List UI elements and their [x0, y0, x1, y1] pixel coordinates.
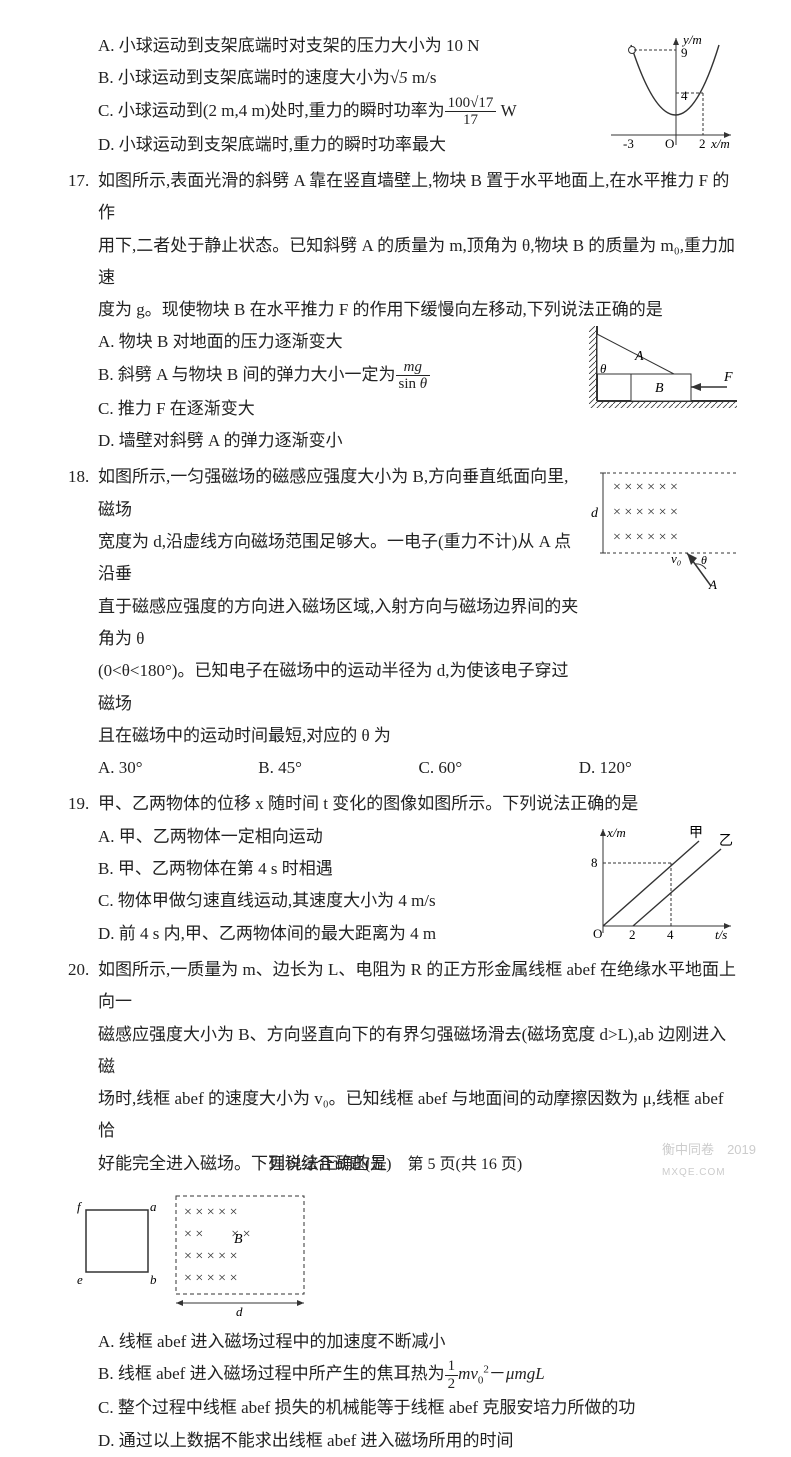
svg-text:t/s: t/s: [715, 927, 727, 941]
q17-figure: A B θ F: [589, 326, 739, 408]
svg-text:x/m: x/m: [710, 136, 730, 151]
q16-block: A. 小球运动到支架底端时对支架的压力大小为 10 N B. 小球运动到支架底端…: [68, 30, 739, 161]
svg-text:× × × × × ×: × × × × × ×: [613, 505, 678, 520]
q19-B: B. 甲、乙两物体在第 4 s 时相遇: [98, 853, 571, 885]
svg-text:× × × × ×: × × × × ×: [184, 1271, 237, 1286]
q18-num: 18.: [68, 461, 98, 493]
svg-text:O: O: [593, 926, 602, 941]
q17-block: 17.如图所示,表面光滑的斜劈 A 靠在竖直墙壁上,物块 B 置于水平地面上,在…: [68, 165, 739, 457]
svg-text:O: O: [665, 136, 674, 151]
svg-text:B: B: [234, 1232, 243, 1247]
svg-text:b: b: [150, 1272, 157, 1287]
svg-text:2: 2: [699, 136, 706, 151]
q19-A: A. 甲、乙两物体一定相向运动: [98, 821, 571, 853]
q19-D: D. 前 4 s 内,甲、乙两物体间的最大距离为 4 m: [98, 918, 571, 950]
q19-block: 19.甲、乙两物体的位移 x 随时间 t 变化的图像如图所示。下列说法正确的是 …: [68, 788, 739, 949]
q20-block: 20.如图所示,一质量为 m、边长为 L、电阻为 R 的正方形金属线框 abef…: [68, 954, 739, 1457]
q16-D: D. 小球运动到支架底端时,重力的瞬时功率最大: [98, 129, 591, 161]
q19-num: 19.: [68, 788, 98, 820]
svg-text:y/m: y/m: [681, 32, 702, 47]
svg-text:甲: 甲: [689, 826, 703, 841]
q17-num: 17.: [68, 165, 98, 197]
svg-text:d: d: [236, 1304, 243, 1318]
wedge-diagram: A B θ F: [589, 326, 739, 408]
svg-text:B: B: [655, 381, 664, 396]
q18-options: A. 30° B. 45° C. 60° D. 120°: [68, 752, 739, 784]
q16-C: C. 小球运动到(2 m,4 m)处时,重力的瞬时功率为100√1717 W: [98, 95, 591, 129]
frame-field-diagram: a b e f × × × × × × × × × × × × × × × × …: [68, 1188, 328, 1318]
svg-text:A: A: [708, 577, 717, 591]
q16-B: B. 小球运动到支架底端时的速度大小为√5 m/s: [98, 62, 591, 94]
svg-text:-3: -3: [623, 136, 634, 151]
svg-text:A: A: [634, 349, 644, 364]
svg-text:x/m: x/m: [606, 825, 626, 840]
q17-A: A. 物块 B 对地面的压力逐渐变大: [98, 326, 579, 358]
svg-text:× × × × ×: × × × × ×: [184, 1249, 237, 1264]
svg-text:× × × × × ×: × × × × × ×: [613, 480, 678, 495]
q17-D: D. 墙壁对斜劈 A 的弹力逐渐变小: [98, 425, 579, 457]
q20-figure: a b e f × × × × × × × × × × × × × × × × …: [68, 1188, 739, 1318]
parabola-graph: 9 4 -3 2 O x/m y/m: [601, 30, 739, 158]
q18-figure: × × × × × × × × × × × × × × × × × × d v₀…: [591, 461, 739, 591]
q18-block: 18.如图所示,一匀强磁场的磁感应强度大小为 B,方向垂直纸面向里,磁场 宽度为…: [68, 461, 739, 784]
q20-B: B. 线框 abef 进入磁场过程中所产生的焦耳热为12mv02－μmgL: [68, 1358, 739, 1392]
q20-num: 20.: [68, 954, 98, 986]
q19-C: C. 物体甲做匀速直线运动,其速度大小为 4 m/s: [98, 885, 571, 917]
q16-options: A. 小球运动到支架底端时对支架的压力大小为 10 N B. 小球运动到支架底端…: [68, 30, 591, 161]
svg-text:θ: θ: [701, 553, 707, 567]
q17-C: C. 推力 F 在逐渐变大: [98, 393, 579, 425]
svg-text:d: d: [591, 506, 599, 521]
svg-text:θ: θ: [600, 361, 607, 376]
svg-text:乙: 乙: [719, 833, 733, 849]
svg-text:F: F: [723, 370, 733, 385]
svg-text:v₀: v₀: [671, 551, 681, 566]
q19-figure: 8 2 4 O x/m t/s 甲 乙: [581, 821, 739, 941]
q16-A: A. 小球运动到支架底端时对支架的压力大小为 10 N: [98, 30, 591, 62]
svg-text:2: 2: [629, 927, 636, 941]
svg-text:a: a: [150, 1199, 157, 1214]
xt-graph: 8 2 4 O x/m t/s 甲 乙: [581, 821, 739, 941]
watermark: 衡中同卷 2019 MXQE.COM: [662, 1138, 756, 1182]
svg-text:4: 4: [681, 88, 688, 103]
svg-text:× × × × × ×: × × × × × ×: [613, 530, 678, 545]
svg-text:f: f: [77, 1199, 83, 1214]
svg-text:8: 8: [591, 855, 598, 870]
q16-figure: 9 4 -3 2 O x/m y/m: [601, 30, 739, 158]
q20-A: A. 线框 abef 进入磁场过程中的加速度不断减小: [68, 1326, 739, 1358]
svg-text:9: 9: [681, 45, 688, 60]
q20-C: C. 整个过程中线框 abef 损失的机械能等于线框 abef 克服安培力所做的…: [68, 1392, 739, 1424]
svg-text:4: 4: [667, 927, 674, 941]
q20-D: D. 通过以上数据不能求出线框 abef 进入磁场所用的时间: [68, 1425, 739, 1457]
magnetic-field-diagram: × × × × × × × × × × × × × × × × × × d v₀…: [591, 461, 739, 591]
q17-B: B. 斜劈 A 与物块 B 间的弹力大小一定为mgsin θ: [98, 359, 579, 393]
svg-text:e: e: [77, 1272, 83, 1287]
svg-text:× × × × ×: × × × × ×: [184, 1205, 237, 1220]
